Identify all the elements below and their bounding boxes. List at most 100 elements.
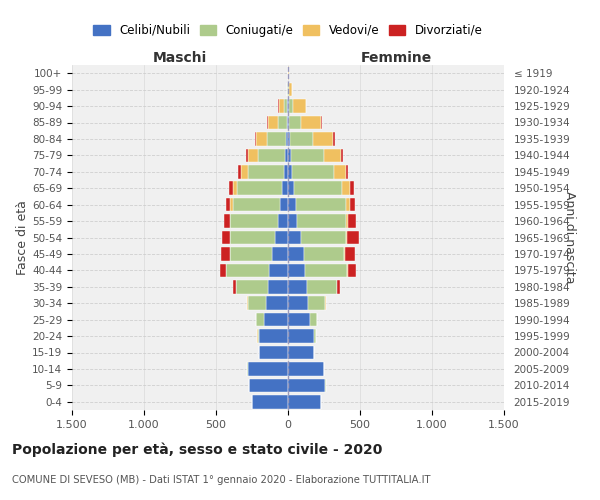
Bar <box>288 247 304 260</box>
Bar <box>230 247 272 260</box>
Bar <box>233 280 236 293</box>
Bar <box>289 100 293 113</box>
Bar <box>230 198 233 211</box>
Bar <box>275 231 288 244</box>
Bar <box>296 198 346 211</box>
Text: Popolazione per età, sesso e stato civile - 2020: Popolazione per età, sesso e stato civil… <box>12 442 382 457</box>
Bar <box>298 214 346 228</box>
Bar <box>278 214 288 228</box>
Bar <box>272 247 288 260</box>
Bar <box>347 231 359 244</box>
Bar <box>284 165 288 178</box>
Bar <box>256 313 263 326</box>
Bar <box>346 165 349 178</box>
Bar <box>267 132 286 145</box>
Bar <box>288 362 324 376</box>
Bar <box>290 132 313 145</box>
Bar <box>285 148 288 162</box>
Bar <box>223 231 230 244</box>
Y-axis label: Fasce di età: Fasce di età <box>16 200 29 275</box>
Bar <box>238 165 241 178</box>
Bar <box>347 264 348 277</box>
Bar <box>288 100 289 113</box>
Bar <box>301 231 346 244</box>
Bar <box>288 182 295 195</box>
Bar <box>278 116 287 129</box>
Bar <box>346 214 349 228</box>
Bar <box>229 182 233 195</box>
Bar <box>248 362 288 376</box>
Bar <box>288 280 307 293</box>
Bar <box>224 214 230 228</box>
Bar <box>221 247 230 260</box>
Bar <box>304 247 344 260</box>
Bar <box>334 132 335 145</box>
Bar <box>266 296 288 310</box>
Bar <box>233 198 280 211</box>
Bar <box>230 231 275 244</box>
Bar <box>310 313 317 326</box>
Legend: Celibi/Nubili, Coniugati/e, Vedovi/e, Divorziati/e: Celibi/Nubili, Coniugati/e, Vedovi/e, Di… <box>88 19 488 42</box>
Bar <box>289 116 301 129</box>
Bar <box>313 132 334 145</box>
Bar <box>288 116 289 129</box>
Bar <box>350 198 355 211</box>
Bar <box>267 116 268 129</box>
Bar <box>293 100 306 113</box>
Bar <box>286 132 288 145</box>
Bar <box>252 395 288 408</box>
Bar <box>226 264 269 277</box>
Text: Femmine: Femmine <box>361 51 431 65</box>
Bar <box>337 280 340 293</box>
Bar <box>268 280 288 293</box>
Bar <box>288 313 310 326</box>
Bar <box>246 148 248 162</box>
Bar <box>259 330 288 343</box>
Bar <box>220 264 226 277</box>
Bar <box>344 247 345 260</box>
Bar <box>258 148 285 162</box>
Bar <box>284 100 287 113</box>
Bar <box>255 132 256 145</box>
Bar <box>288 231 301 244</box>
Bar <box>287 100 288 113</box>
Bar <box>288 66 289 80</box>
Bar <box>248 296 266 310</box>
Bar <box>288 264 305 277</box>
Bar <box>241 165 248 178</box>
Bar <box>263 313 288 326</box>
Bar <box>278 100 284 113</box>
Bar <box>269 264 288 277</box>
Bar <box>292 165 334 178</box>
Bar <box>288 395 321 408</box>
Bar <box>341 148 343 162</box>
Text: COMUNE DI SEVESO (MB) - Dati ISTAT 1° gennaio 2020 - Elaborazione TUTTITALIA.IT: COMUNE DI SEVESO (MB) - Dati ISTAT 1° ge… <box>12 475 431 485</box>
Bar <box>248 165 284 178</box>
Bar <box>288 214 298 228</box>
Bar <box>288 198 296 211</box>
Bar <box>259 346 288 359</box>
Bar <box>346 198 350 211</box>
Bar <box>348 264 356 277</box>
Bar <box>349 214 356 228</box>
Bar <box>233 182 237 195</box>
Bar <box>288 378 325 392</box>
Bar <box>295 182 342 195</box>
Bar <box>230 214 278 228</box>
Bar <box>258 330 259 343</box>
Bar <box>281 182 288 195</box>
Bar <box>288 296 308 310</box>
Bar <box>308 296 325 310</box>
Bar <box>288 346 314 359</box>
Bar <box>280 198 288 211</box>
Bar <box>324 148 341 162</box>
Bar <box>248 148 258 162</box>
Bar <box>288 132 290 145</box>
Bar <box>288 148 291 162</box>
Text: Maschi: Maschi <box>153 51 207 65</box>
Bar <box>345 247 355 260</box>
Bar <box>268 116 278 129</box>
Bar <box>288 165 292 178</box>
Bar <box>305 264 347 277</box>
Bar <box>350 182 353 195</box>
